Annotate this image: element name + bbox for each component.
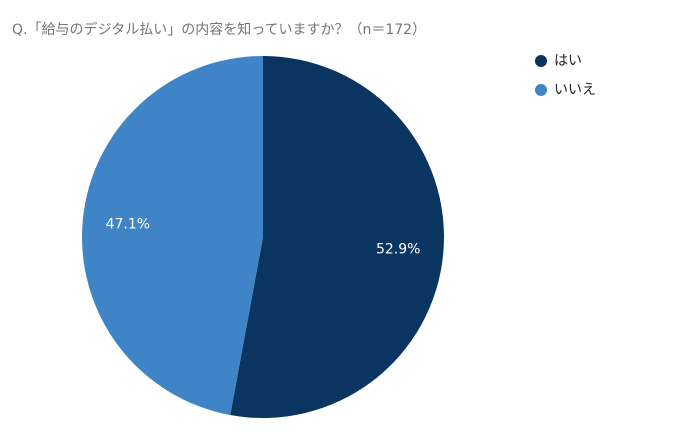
legend-label: はい bbox=[554, 53, 582, 69]
pie-slice bbox=[82, 56, 263, 416]
chart-title: Q.「給与のデジタル払い」の内容を知っていますか？（n＝172） bbox=[12, 21, 426, 38]
legend-swatch bbox=[535, 84, 547, 96]
legend-swatch bbox=[535, 55, 547, 67]
data-label: 47.1% bbox=[106, 217, 150, 233]
legend-label: いいえ bbox=[554, 82, 596, 98]
pie-slice bbox=[230, 56, 445, 418]
data-label: 52.9% bbox=[376, 241, 420, 257]
